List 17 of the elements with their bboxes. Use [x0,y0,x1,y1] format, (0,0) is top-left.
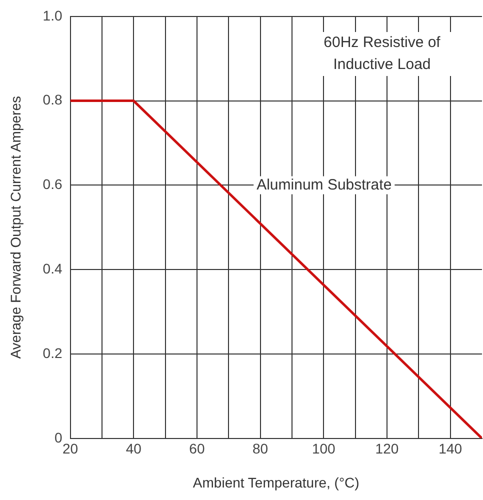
x-axis-title: Ambient Temperature, (°C) [192,474,360,490]
y-tick-label: 0.6 [42,176,62,192]
x-tick-label: 40 [126,440,142,457]
annotation: 60Hz Resistive of Inductive Load [307,32,457,76]
x-tick-label: 60 [189,440,205,457]
x-tick-label: 20 [62,440,78,457]
x-tick-label: 100 [312,440,336,457]
y-tick-label: 0.8 [42,92,62,108]
x-tick-label: 140 [438,440,462,457]
x-tick-label: 120 [375,440,399,457]
annotation: Aluminum Substrate [256,176,392,194]
y-axis-title: Average Forward Output Current Amperes [7,96,24,359]
x-tick-label: 80 [252,440,268,457]
y-tick-label: 1.0 [42,7,62,24]
y-tick-label: 0.4 [42,260,62,276]
y-tick-label: 0 [54,429,62,446]
y-tick-label: 0.2 [42,344,62,361]
